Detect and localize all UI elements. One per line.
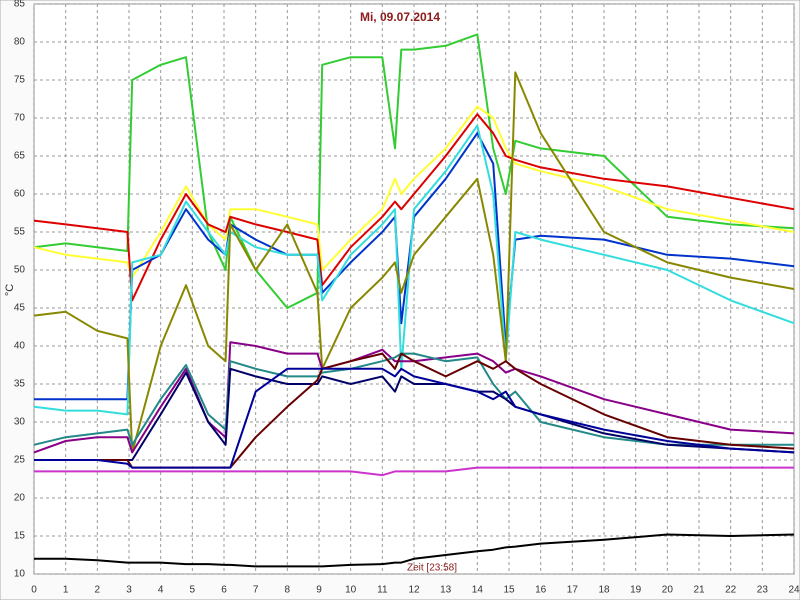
x-tick-label: 15 (503, 585, 515, 596)
y-tick-label: 75 (14, 75, 26, 86)
y-tick-label: 30 (14, 417, 26, 428)
x-axis-label: Zeit [23:58] (407, 563, 457, 574)
y-tick-label: 55 (14, 227, 26, 238)
x-tick-label: 3 (126, 585, 132, 596)
y-tick-label: 15 (14, 531, 26, 542)
x-tick-label: 4 (158, 585, 164, 596)
series-line (33, 71, 795, 454)
x-tick-label: 22 (725, 585, 737, 596)
chart-title: Mi, 09.07.2014 (360, 10, 440, 24)
x-tick-label: 2 (95, 585, 101, 596)
series-line (33, 105, 795, 279)
x-tick-label: 18 (598, 585, 610, 596)
y-tick-label: 80 (14, 37, 26, 48)
y-tick-label: 50 (14, 265, 26, 276)
series-line (33, 124, 795, 416)
x-tick-label: 21 (693, 585, 705, 596)
y-tick-label: 85 (14, 0, 26, 10)
x-tick-label: 5 (190, 585, 196, 596)
y-tick-label: 70 (14, 113, 26, 124)
x-tick-label: 19 (630, 585, 642, 596)
x-tick-label: 23 (757, 585, 769, 596)
x-tick-label: 7 (253, 585, 259, 596)
x-tick-label: 12 (408, 585, 420, 596)
y-tick-label: 35 (14, 379, 26, 390)
x-tick-label: 8 (285, 585, 291, 596)
x-tick-label: 24 (788, 585, 800, 596)
y-tick-label: 25 (14, 455, 26, 466)
y-axis-label: °C (4, 284, 16, 296)
x-tick-label: 0 (31, 585, 37, 596)
y-tick-label: 20 (14, 493, 26, 504)
y-tick-label: 45 (14, 303, 26, 314)
series-line (33, 33, 795, 309)
x-tick-label: 20 (662, 585, 674, 596)
x-tick-label: 17 (567, 585, 579, 596)
y-tick-label: 40 (14, 341, 26, 352)
x-tick-label: 13 (440, 585, 452, 596)
series-line (34, 466, 794, 477)
x-tick-label: 9 (316, 585, 322, 596)
x-tick-label: 16 (535, 585, 547, 596)
x-tick-label: 10 (345, 585, 357, 596)
series-line (34, 367, 795, 469)
series-line (34, 533, 795, 568)
y-tick-label: 10 (14, 569, 26, 580)
y-tick-label: 65 (14, 151, 26, 162)
x-tick-label: 11 (377, 585, 388, 596)
series-line (34, 132, 795, 401)
x-tick-label: 14 (472, 585, 484, 596)
y-tick-label: 60 (14, 189, 26, 200)
x-tick-label: 6 (221, 585, 227, 596)
x-tick-label: 1 (63, 585, 69, 596)
